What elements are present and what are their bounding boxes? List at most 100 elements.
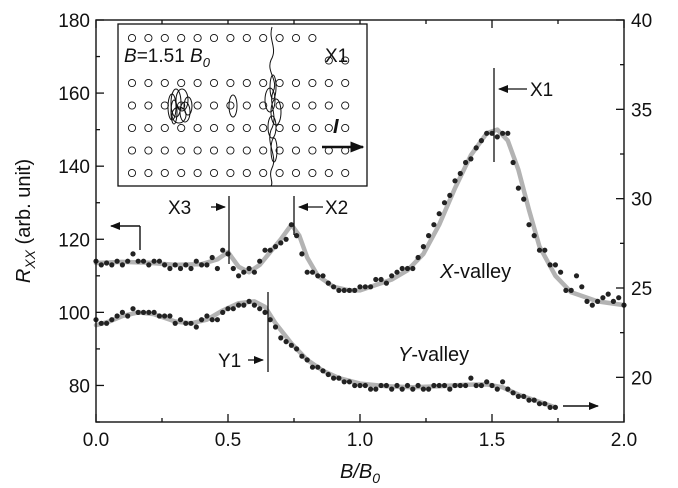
lattice-dot — [308, 123, 317, 133]
data-point-x-valley — [288, 222, 294, 228]
data-point-y-valley — [225, 306, 231, 312]
lattice-dot — [324, 78, 333, 88]
data-point-y-valley — [119, 309, 125, 315]
data-point-y-valley — [457, 382, 463, 389]
data-point-y-valley — [552, 404, 559, 410]
data-point-x-valley — [220, 247, 226, 253]
lattice-dot — [209, 101, 219, 110]
lattice-dot — [242, 33, 251, 43]
axis-ticks: 0.0 0.5 1.0 1.5 2.0 80 100 120 140 160 180 20 25 30 35… — [58, 11, 652, 451]
data-point-y-valley — [404, 382, 411, 389]
data-point-x-valley — [526, 222, 532, 228]
data-point-y-valley — [505, 386, 511, 392]
lattice-dot — [209, 168, 219, 178]
data-point-y-valley — [272, 324, 279, 330]
current-label: I — [333, 116, 339, 138]
data-point-y-valley — [251, 302, 257, 308]
data-point-y-valley — [399, 386, 405, 392]
data-point-y-valley — [257, 306, 263, 312]
lattice-dot — [160, 33, 169, 43]
data-point-x-valley — [426, 233, 432, 239]
y-tick-label: 140 — [58, 157, 90, 178]
lattice-dot — [226, 123, 235, 133]
data-point-x-valley — [272, 244, 279, 250]
y2-tick-label: 20 — [631, 368, 652, 389]
data-point-y-valley — [531, 397, 537, 403]
lattice-dot — [308, 168, 317, 178]
data-point-y-valley — [220, 309, 226, 315]
lattice-dot — [324, 101, 333, 110]
x1-label: X1 — [530, 80, 553, 101]
data-point-x-valley — [114, 258, 120, 264]
lattice-dot — [209, 78, 219, 88]
data-point-y-valley — [410, 386, 416, 392]
data-point-y-valley — [294, 346, 300, 352]
data-point-x-valley — [230, 265, 236, 272]
data-point-x-valley — [515, 185, 522, 191]
data-point-x-valley — [441, 200, 448, 206]
lattice-dot — [324, 168, 333, 178]
y-tick-label: 80 — [69, 376, 90, 397]
data-point-y-valley — [162, 313, 168, 319]
data-point-x-valley — [531, 233, 537, 239]
lattice-dot — [144, 123, 153, 133]
data-point-y-valley — [394, 382, 400, 389]
data-point-y-valley — [389, 386, 395, 392]
data-point-x-valley — [257, 258, 263, 264]
data-point-x-valley — [610, 298, 617, 304]
data-point-x-valley — [558, 269, 564, 275]
lattice-dot — [275, 146, 284, 155]
data-point-x-valley — [188, 265, 194, 272]
data-point-y-valley — [331, 375, 337, 381]
data-point-y-valley — [547, 404, 553, 410]
data-point-y-valley — [336, 375, 342, 381]
data-point-y-valley — [199, 317, 205, 323]
data-point-x-valley — [283, 236, 289, 242]
x-tick-label: 1.5 — [479, 430, 505, 451]
data-point-x-valley — [214, 265, 220, 272]
data-point-x-valley — [98, 262, 104, 268]
data-point-x-valley — [125, 258, 131, 264]
data-point-x-valley — [589, 302, 595, 308]
y-tick-label: 100 — [58, 303, 90, 324]
data-points — [93, 130, 627, 410]
lattice-dot — [242, 78, 251, 88]
data-point-x-valley — [431, 222, 437, 228]
data-point-x-valley — [357, 284, 363, 290]
data-point-y-valley — [156, 313, 162, 319]
data-point-x-valley — [368, 284, 374, 290]
data-point-y-valley — [278, 335, 284, 341]
lattice-dot — [259, 33, 268, 43]
lattice-dot — [209, 33, 219, 43]
lattice-dot — [291, 123, 301, 133]
inset-field-label: B=1.51 B0 — [124, 46, 211, 70]
x3-label: X3 — [168, 198, 191, 219]
data-point-y-valley — [468, 375, 474, 381]
lattice-dot — [324, 123, 333, 133]
data-point-y-valley — [542, 401, 548, 407]
data-point-x-valley — [130, 251, 136, 257]
data-point-x-valley — [436, 211, 442, 217]
data-point-x-valley — [236, 273, 242, 279]
data-point-y-valley — [473, 382, 479, 389]
data-point-y-valley — [130, 306, 136, 312]
lattice-dot — [160, 168, 169, 178]
data-point-y-valley — [494, 386, 500, 392]
data-point-x-valley — [294, 233, 300, 239]
data-point-x-valley — [568, 287, 574, 293]
data-point-y-valley — [241, 302, 247, 308]
data-point-y-valley — [346, 379, 352, 385]
data-point-x-valley — [315, 273, 321, 279]
lattice-dot — [242, 123, 251, 133]
data-point-x-valley — [410, 265, 416, 272]
data-point-x-valley — [167, 265, 173, 272]
data-point-y-valley — [177, 317, 184, 323]
data-point-x-valley — [542, 247, 548, 253]
lattice-dot — [275, 168, 284, 178]
data-point-x-valley — [352, 287, 358, 293]
data-point-x-valley — [595, 298, 601, 304]
data-point-y-valley — [489, 382, 495, 389]
x-tick-label: 0.0 — [83, 430, 109, 451]
lattice-dot — [144, 33, 153, 43]
